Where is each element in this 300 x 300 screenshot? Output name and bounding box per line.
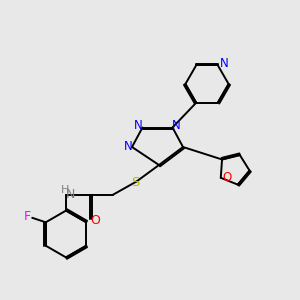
Text: O: O [222,171,231,184]
Text: F: F [23,210,30,223]
Text: N: N [124,140,133,154]
Text: O: O [91,214,100,227]
Text: H: H [61,184,70,195]
Text: S: S [131,176,139,190]
Text: N: N [172,119,181,132]
Text: N: N [134,119,143,132]
Text: N: N [219,57,228,70]
Text: N: N [66,188,75,202]
